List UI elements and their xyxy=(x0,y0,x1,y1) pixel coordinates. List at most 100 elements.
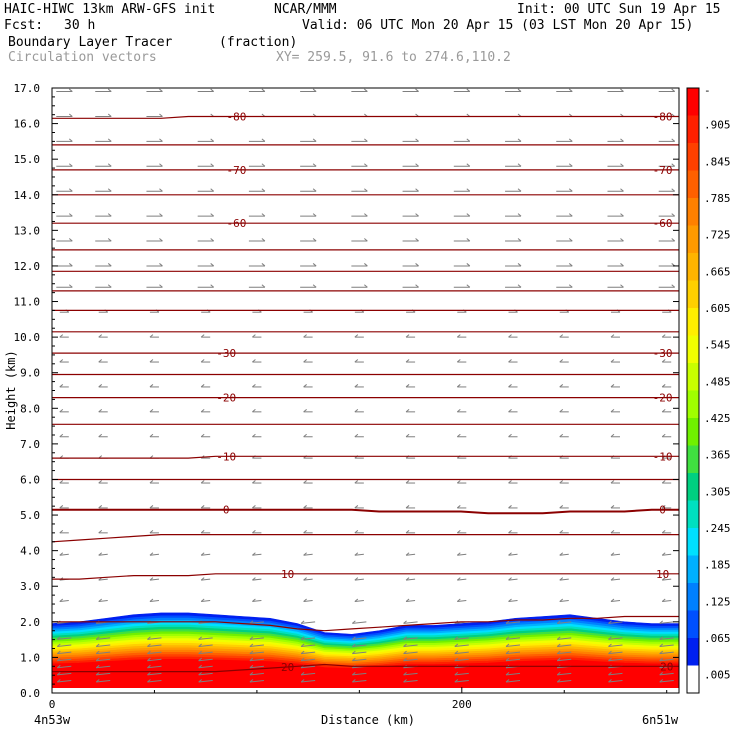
wind-vector-head xyxy=(517,238,522,242)
wind-vector xyxy=(659,672,674,676)
wind-vector-head xyxy=(159,263,163,267)
wind-vector-head xyxy=(610,334,615,338)
wind-vector xyxy=(98,599,108,602)
wind-vector-head xyxy=(364,284,368,288)
colorbar-label: .125 xyxy=(704,595,731,608)
colorbar-swatch xyxy=(687,170,699,199)
wind-vector xyxy=(198,665,213,669)
wind-vector-head xyxy=(661,359,666,363)
wind-vector-head xyxy=(466,213,471,217)
wind-vector xyxy=(608,651,623,655)
wind-vector xyxy=(557,621,572,624)
wind-vector xyxy=(198,680,213,683)
wind-vector-head xyxy=(466,163,471,167)
wind-vector-head xyxy=(59,480,64,484)
wind-vector-head xyxy=(261,138,266,142)
circulation-vectors xyxy=(56,88,676,683)
wind-vector-head xyxy=(59,408,64,413)
colorbar-swatch xyxy=(687,390,699,419)
wind-vector-head xyxy=(210,284,214,288)
wind-vector-head xyxy=(261,88,266,92)
isotherm-label: 10 xyxy=(656,568,669,581)
wind-vector xyxy=(252,553,262,556)
wind-vector xyxy=(96,658,111,662)
isotherm-label: -10 xyxy=(653,450,673,463)
wind-vector xyxy=(608,680,623,683)
wind-vector-head xyxy=(303,433,307,438)
wind-vector xyxy=(303,578,313,581)
wind-vector xyxy=(403,637,418,640)
colorbar-label: .005 xyxy=(704,669,731,682)
wind-vector-head xyxy=(68,88,73,92)
field-units: (fraction) xyxy=(219,35,298,50)
wind-vector-head xyxy=(249,664,254,669)
wind-vector-head xyxy=(659,636,664,640)
wind-vector xyxy=(659,637,674,640)
wind-vector-head xyxy=(415,138,419,142)
wind-vector-head xyxy=(249,636,254,640)
wind-vector-head xyxy=(556,672,561,676)
wind-vector-head xyxy=(95,650,100,654)
wind-vector-head xyxy=(210,263,214,267)
overlay-name: Circulation vectors xyxy=(8,50,157,65)
wind-vector-head xyxy=(312,238,317,242)
wind-vector-head xyxy=(415,284,419,288)
wind-vector xyxy=(249,644,264,647)
wind-vector-head xyxy=(261,188,266,192)
wind-vector-head xyxy=(354,384,359,388)
y-tick-label: 15.0 xyxy=(14,153,41,166)
wind-vector-head xyxy=(659,672,664,676)
wind-vector-head xyxy=(59,359,64,363)
wind-vector-head xyxy=(56,657,61,662)
wind-vector-head xyxy=(620,163,624,167)
wind-vector-head xyxy=(364,138,368,142)
wind-vector-head xyxy=(661,598,666,602)
wind-vector xyxy=(249,658,264,662)
wind-vector-head xyxy=(403,643,407,647)
y-tick-label: 2.0 xyxy=(20,616,40,629)
wind-vector-head xyxy=(403,657,407,662)
colorbar-swatch xyxy=(687,115,699,144)
wind-vector-head xyxy=(661,480,666,484)
wind-vector-head xyxy=(559,480,564,484)
wind-vector xyxy=(457,578,467,581)
colorbar-label: .665 xyxy=(704,265,731,278)
wind-vector-head xyxy=(249,657,254,662)
wind-vector-head xyxy=(159,163,163,167)
y-tick-label: 8.0 xyxy=(20,402,40,415)
cross-section-coordinates: XY= 259.5, 91.6 to 274.6,110.2 xyxy=(276,50,511,65)
wind-vector-head xyxy=(508,480,512,484)
wind-vector-head xyxy=(56,664,61,669)
wind-vector-head xyxy=(149,480,154,484)
wind-vector-head xyxy=(661,577,666,581)
wind-vector-head xyxy=(466,88,471,92)
wind-vector-head xyxy=(415,88,419,92)
wind-vector-head xyxy=(403,672,407,676)
wind-vector xyxy=(249,672,264,676)
wind-vector-head xyxy=(466,188,471,192)
wind-vector-head xyxy=(149,334,154,338)
wind-vector-head xyxy=(303,577,307,581)
y-tick-label: 7.0 xyxy=(20,438,40,451)
wind-vector-head xyxy=(405,384,410,388)
wind-vector-head xyxy=(608,620,612,624)
wind-vector xyxy=(201,599,211,602)
wind-vector-head xyxy=(303,598,307,602)
wind-vector-head xyxy=(303,480,307,484)
wind-vector-head xyxy=(454,650,459,654)
wind-vector xyxy=(354,578,364,581)
wind-vector-head xyxy=(364,163,368,167)
wind-vector-head xyxy=(98,529,103,534)
isotherm-5 xyxy=(52,534,679,543)
wind-vector-head xyxy=(68,263,73,267)
isotherm-label: -30 xyxy=(216,347,236,360)
wind-vector-head xyxy=(149,552,154,556)
wind-vector xyxy=(301,680,316,683)
wind-vector-head xyxy=(620,88,624,92)
wind-vector-head xyxy=(107,138,112,142)
wind-vector-head xyxy=(107,163,112,167)
colorbar-label: .065 xyxy=(704,632,731,645)
wind-vector-head xyxy=(354,480,359,484)
wind-vector-head xyxy=(147,643,151,647)
wind-vector xyxy=(198,644,213,647)
